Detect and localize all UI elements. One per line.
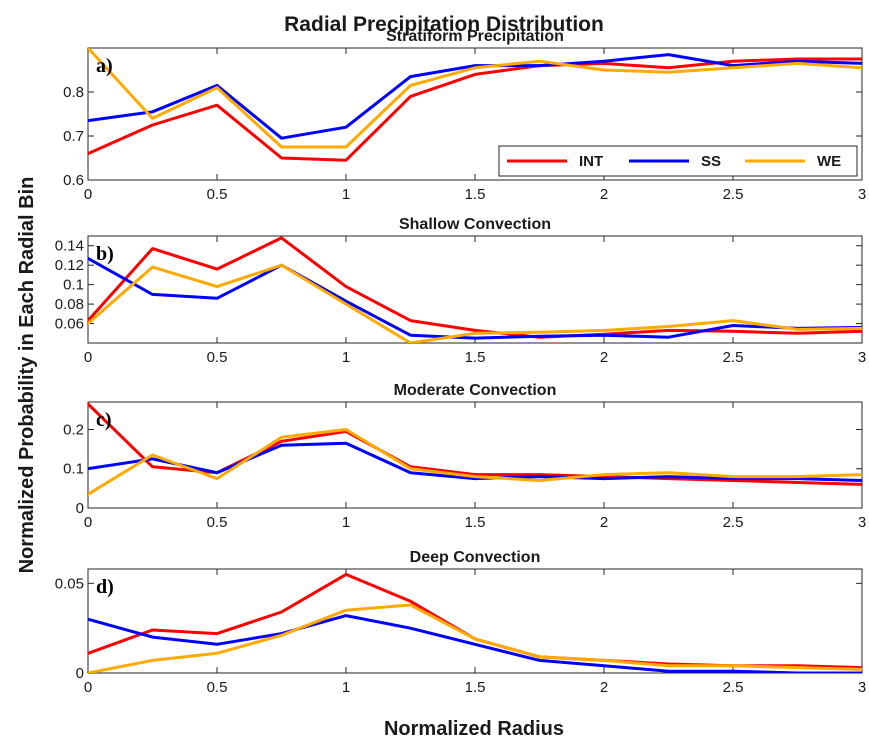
x-tick-label: 2.5 <box>723 349 744 366</box>
figure-title: Radial Precipitation Distribution <box>284 13 604 36</box>
x-tick-label: 0.5 <box>207 514 228 531</box>
panel-label: c) <box>96 409 112 431</box>
series-line-we <box>88 428 862 496</box>
panel-title: Shallow Convection <box>399 216 551 233</box>
panels: Stratiform Precipitation 0 0.5 1 1.5 2 2.5 3 0.6… <box>55 28 866 696</box>
x-tick-label: 1 <box>342 349 350 366</box>
panel-title: Stratiform Precipitation <box>386 28 564 45</box>
x-tick-label: 3 <box>858 514 866 531</box>
series-line-ss <box>88 256 862 340</box>
panel-3: Moderate Convection 0 0.5 1 1.5 2 2.5 3 0 0.1 0.2 c… <box>63 382 866 531</box>
panel-2: Shallow Convection 0 0.5 1 1.5 2 2.5 3 0.06 0.08 0… <box>55 216 866 366</box>
x-tick-label: 3 <box>858 679 866 696</box>
series-line-ss <box>88 614 862 673</box>
y-tick-label: 0.1 <box>63 461 84 478</box>
x-tick-label: 0 <box>84 349 92 366</box>
legend-label-ss: SS <box>701 153 721 170</box>
y-tick-label: 0.8 <box>63 84 84 101</box>
series-line-we <box>88 48 862 149</box>
x-tick-label: 2.5 <box>723 679 744 696</box>
panel-title: Moderate Convection <box>394 382 557 399</box>
y-tick-label: 0.12 <box>55 257 84 274</box>
x-tick-label: 1 <box>342 514 350 531</box>
x-tick-label: 2 <box>600 679 608 696</box>
series-group <box>88 402 862 496</box>
series-line-int <box>88 236 862 339</box>
panel-title: Deep Convection <box>410 549 541 566</box>
x-tick-label: 2 <box>600 514 608 531</box>
x-tick-label: 2 <box>600 186 608 203</box>
panel-label: b) <box>96 243 114 265</box>
x-tick-label: 0.5 <box>207 679 228 696</box>
x-tick-label: 2.5 <box>723 186 744 203</box>
panel-label: d) <box>96 576 114 598</box>
axes-frame <box>87 568 863 674</box>
x-tick-label: 1.5 <box>465 349 486 366</box>
y-tick-label: 0.1 <box>63 277 84 294</box>
x-tick-label: 2 <box>600 349 608 366</box>
legend-label-we: WE <box>817 153 841 170</box>
x-tick-label: 1.5 <box>465 514 486 531</box>
x-tick-label: 0 <box>84 514 92 531</box>
series-line-ss <box>88 53 862 140</box>
x-tick-label: 3 <box>858 186 866 203</box>
series-group <box>88 236 862 343</box>
y-tick-label: 0.06 <box>55 316 84 333</box>
series-line-we <box>88 603 862 673</box>
y-tick-label: 0 <box>76 665 84 682</box>
series-line-ss <box>88 441 862 482</box>
panel-label: a) <box>96 55 113 77</box>
x-tick-label: 2.5 <box>723 514 744 531</box>
y-tick-label: 0.6 <box>63 172 84 189</box>
x-tick-label: 0 <box>84 186 92 203</box>
series-line-we <box>88 263 862 343</box>
panel-4: Deep Convection 0 0.5 1 1.5 2 2.5 3 0 0.05 d) <box>55 549 866 696</box>
x-tick-label: 0 <box>84 679 92 696</box>
legend: INT SS WE <box>498 145 858 177</box>
x-tick-label: 1 <box>342 679 350 696</box>
series-group <box>88 48 862 162</box>
series-line-int <box>88 57 862 162</box>
axes-frame <box>87 401 863 509</box>
panel-1: Stratiform Precipitation 0 0.5 1 1.5 2 2.5 3 0.6… <box>63 28 866 203</box>
x-tick-label: 1.5 <box>465 186 486 203</box>
x-tick-label: 0.5 <box>207 186 228 203</box>
y-tick-label: 0.2 <box>63 421 84 438</box>
y-tick-label: 0.08 <box>55 296 84 313</box>
y-axis-label: Normalized Probability in Each Radial Bi… <box>16 177 38 574</box>
y-tick-label: 0.05 <box>55 575 84 592</box>
x-axis-label: Normalized Radius <box>384 718 564 740</box>
series-group <box>88 572 862 673</box>
x-tick-label: 1.5 <box>465 679 486 696</box>
x-tick-label: 0.5 <box>207 349 228 366</box>
x-tick-label: 3 <box>858 349 866 366</box>
y-tick-label: 0.7 <box>63 128 84 145</box>
y-tick-label: 0.14 <box>55 238 84 255</box>
x-tick-label: 1 <box>342 186 350 203</box>
y-tick-label: 0 <box>76 500 84 517</box>
legend-label-int: INT <box>579 153 603 170</box>
